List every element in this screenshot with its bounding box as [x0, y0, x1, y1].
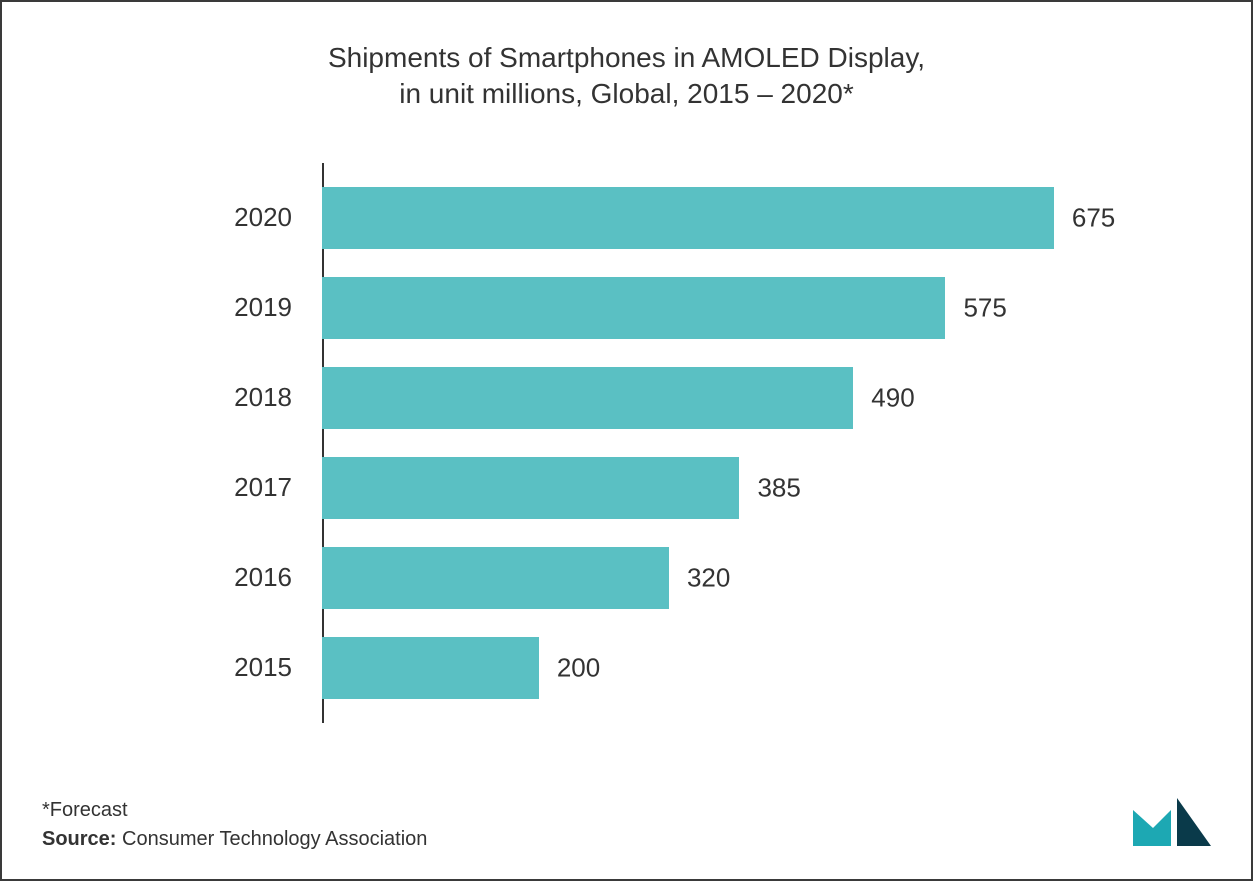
- bar-category-label: 2020: [234, 202, 292, 233]
- source-text: Consumer Technology Association: [116, 828, 427, 850]
- bar-category-label: 2017: [234, 472, 292, 503]
- bar-row: 2017385: [322, 457, 1081, 519]
- plot-area: 2020675 2019575 2018490 2017385 2016320 20152…: [322, 163, 1081, 723]
- title-line-1: Shipments of Smartphones in AMOLED Displ…: [328, 42, 925, 73]
- chart-footer: *Forecast Source: Consumer Technology As…: [42, 799, 1211, 851]
- footnote: *Forecast: [42, 799, 1211, 822]
- bar-value-label: 675: [1072, 202, 1115, 233]
- bar: 200: [322, 637, 539, 699]
- bar-value-label: 320: [687, 562, 730, 593]
- bar: 385: [322, 457, 739, 519]
- bar-value-label: 490: [871, 382, 914, 413]
- source-line: Source: Consumer Technology Association: [42, 828, 1211, 851]
- bar-category-label: 2019: [234, 292, 292, 323]
- bar-category-label: 2016: [234, 562, 292, 593]
- bar: 320: [322, 547, 669, 609]
- chart-container: Shipments of Smartphones in AMOLED Displ…: [0, 0, 1253, 881]
- bar: 490: [322, 367, 853, 429]
- mi-logo-icon: [1133, 798, 1211, 851]
- bar-row: 2016320: [322, 547, 1081, 609]
- bar-value-label: 575: [963, 292, 1006, 323]
- bar-row: 2018490: [322, 367, 1081, 429]
- bar-row: 2020675: [322, 187, 1081, 249]
- bar-value-label: 385: [757, 472, 800, 503]
- source-label: Source:: [42, 828, 116, 850]
- bar-row: 2015200: [322, 637, 1081, 699]
- bar-category-label: 2015: [234, 652, 292, 683]
- bar-value-label: 200: [557, 652, 600, 683]
- chart-title: Shipments of Smartphones in AMOLED Displ…: [42, 40, 1211, 113]
- bar-row: 2019575: [322, 277, 1081, 339]
- bar-category-label: 2018: [234, 382, 292, 413]
- bar: 675: [322, 187, 1054, 249]
- title-line-2: in unit millions, Global, 2015 – 2020*: [399, 78, 854, 109]
- bar: 575: [322, 277, 945, 339]
- bars-group: 2020675 2019575 2018490 2017385 2016320 20152…: [322, 163, 1081, 723]
